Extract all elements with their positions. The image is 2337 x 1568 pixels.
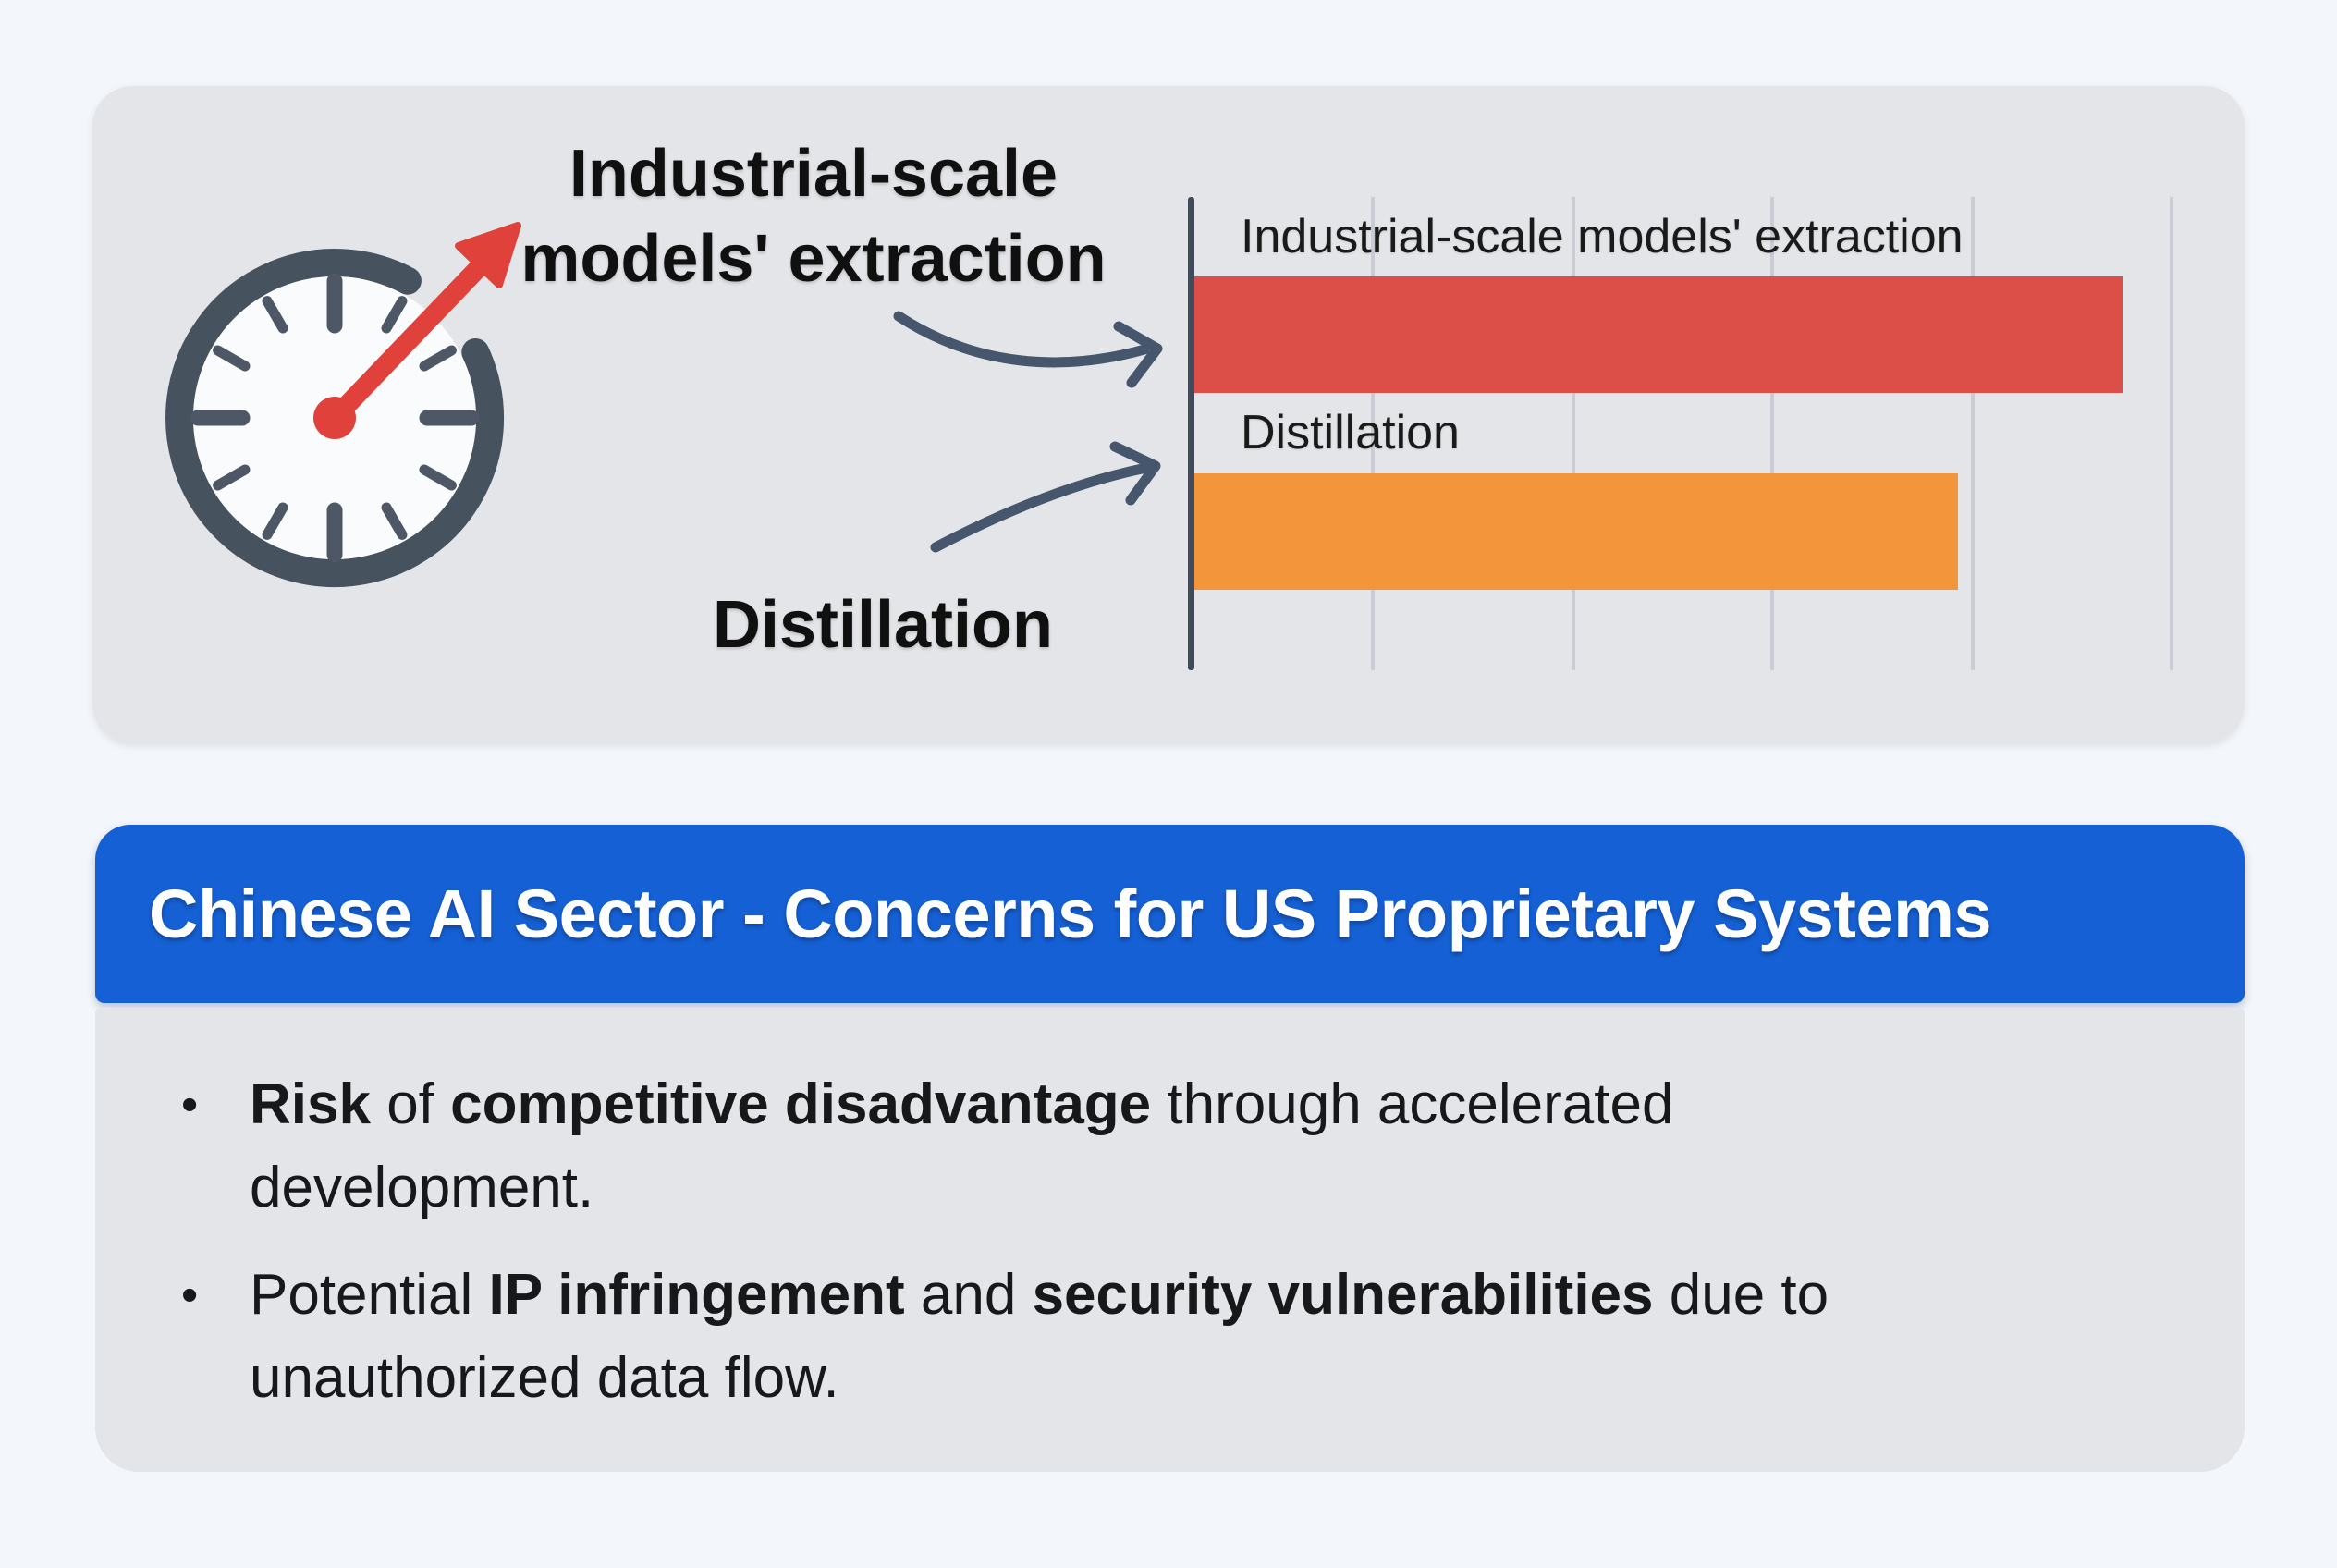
- bullet-list: • Risk of competitive disadvantage throug…: [181, 1063, 2169, 1444]
- bullet-text: Potential IP infringement and security v…: [250, 1263, 1829, 1410]
- clock-tick: [419, 345, 457, 372]
- connector-arrows: [893, 311, 1163, 553]
- bar-distillation: [1194, 473, 1958, 590]
- bar-extraction: [1194, 276, 2123, 393]
- arrow-to-orange-bar: [930, 462, 1152, 553]
- bullet-text: Risk of competitive disadvantage through…: [250, 1072, 1674, 1219]
- section-header: Chinese AI Sector - Concerns for US Prop…: [95, 825, 2245, 1003]
- clock-hand: [324, 251, 495, 428]
- clock-ticks: [190, 273, 480, 563]
- arrow-to-red-bar-head: [1113, 321, 1163, 388]
- clock-tick: [419, 464, 457, 491]
- concerns-panel: [95, 1008, 2245, 1472]
- gridline: [2170, 197, 2174, 670]
- callout-extraction-line1: Industrial-scale: [569, 137, 1058, 211]
- bullet-marker: •: [181, 1268, 199, 1322]
- section-title: Chinese AI Sector - Concerns for US Prop…: [149, 876, 1992, 952]
- gridline: [1770, 197, 1774, 670]
- clock-hub: [313, 397, 356, 439]
- clock-tick: [381, 296, 408, 334]
- clock-tick: [262, 296, 288, 334]
- clock-tick: [213, 464, 251, 491]
- bar-label-distillation: Distillation: [1241, 406, 1460, 459]
- callout-label-extraction: Industrial-scale models' extraction: [462, 131, 1165, 301]
- callout-label-distillation: Distillation: [712, 588, 1053, 662]
- clock-ring: [165, 249, 505, 588]
- bar-label-extraction: Industrial-scale models' extraction: [1241, 210, 1964, 263]
- chart-y-axis: [1188, 197, 1194, 670]
- clock-tick: [213, 345, 251, 372]
- clock-hand-arrowhead: [455, 222, 521, 288]
- gridline: [1970, 197, 1975, 670]
- bullet-item: • Risk of competitive disadvantage throug…: [181, 1063, 2169, 1230]
- gridline: [1571, 197, 1575, 670]
- bullet-marker: •: [181, 1078, 199, 1132]
- clock-tick: [381, 502, 408, 540]
- arrow-to-red-bar: [893, 311, 1150, 368]
- clock-tick: [262, 502, 288, 540]
- callout-extraction-line2: models' extraction: [520, 222, 1107, 296]
- speedometer-clock-icon: [165, 222, 521, 588]
- bullet-item: • Potential IP infringement and security …: [181, 1254, 2169, 1420]
- gridline: [1370, 197, 1375, 670]
- arrow-to-orange-bar-head: [1109, 441, 1161, 506]
